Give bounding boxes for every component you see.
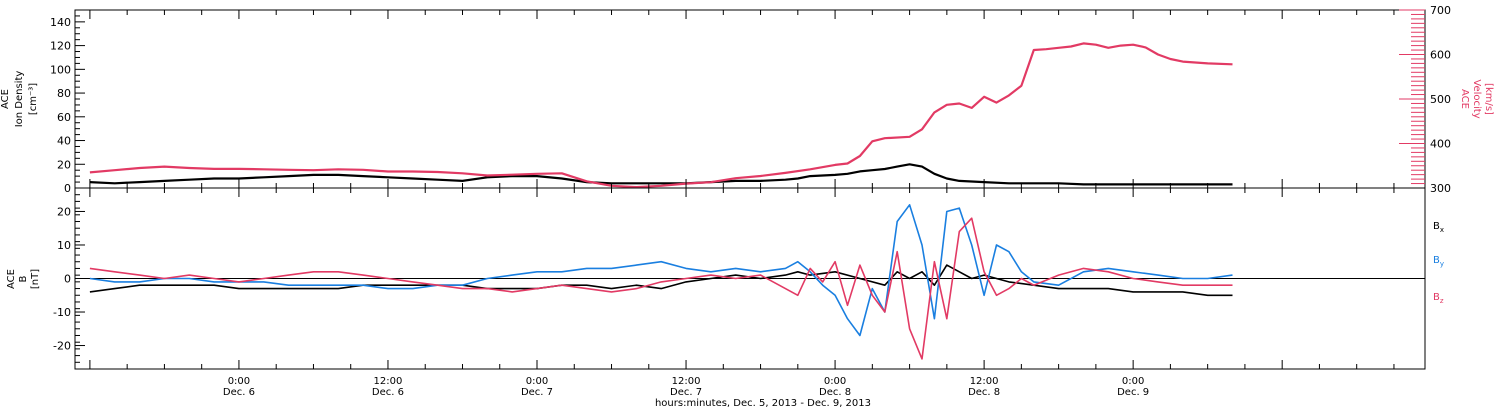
velocity-tick-label: 300 — [1430, 182, 1451, 195]
density-tick-label: 140 — [50, 16, 71, 29]
bx-series-line — [89, 264, 1233, 297]
date-tick-label: Dec. 8 — [968, 387, 1000, 398]
b-tick-label: -10 — [53, 306, 71, 319]
velocity-axis-label-line1: ACE — [1459, 89, 1470, 109]
density-axis: 0 20 40 60 80 100 120 140 — [50, 9, 85, 195]
density-axis-label-line2: Ion Density — [14, 71, 25, 128]
b-axis-label-line3: [nT] — [30, 269, 41, 289]
time-tick-label: 0:00 — [526, 376, 548, 387]
time-axis-caption: hours:minutes, Dec. 5, 2013 - Dec. 9, 20… — [655, 398, 871, 409]
velocity-series-line — [89, 42, 1233, 189]
legend: Bx By Bz — [1433, 221, 1444, 305]
b-tick-label: 10 — [57, 239, 71, 252]
time-tick-label: 12:00 — [672, 376, 701, 387]
date-tick-label: Dec. 9 — [1117, 387, 1149, 398]
velocity-axis: 300 400 500 600 700 — [1399, 4, 1451, 195]
velocity-tick-label: 700 — [1430, 4, 1451, 17]
time-tick-label: 0:00 — [824, 376, 846, 387]
density-velocity-panel: 0 20 40 60 80 100 120 140 300 400 500 600 700 ACE I… — [0, 4, 1494, 195]
density-tick-label: 60 — [57, 111, 71, 124]
density-tick-label: 0 — [64, 182, 71, 195]
density-axis-label-line3: [cm⁻³] — [28, 83, 39, 115]
legend-bz-sub: z — [1440, 297, 1444, 305]
legend-by-name: B — [1433, 255, 1440, 266]
legend-bx: Bx — [1433, 221, 1444, 234]
legend-by: By — [1433, 255, 1444, 268]
density-velocity-data — [89, 42, 1233, 189]
legend-bx-name: B — [1433, 221, 1440, 232]
density-series-line — [89, 163, 1233, 186]
date-tick-label: Dec. 6 — [372, 387, 404, 398]
b-tick-label: -20 — [53, 340, 71, 353]
b-axis-label-line1: ACE — [6, 269, 17, 289]
date-tick-label: Dec. 6 — [223, 387, 255, 398]
legend-bx-sub: x — [1440, 226, 1444, 234]
magnetic-field-data — [89, 204, 1233, 360]
b-tick-label: 0 — [64, 273, 71, 286]
density-tick-label: 80 — [57, 87, 71, 100]
density-tick-label: 100 — [50, 63, 71, 76]
density-tick-label: 40 — [57, 135, 71, 148]
bz-series-line — [89, 217, 1233, 360]
b-tick-label: 20 — [57, 205, 71, 218]
magnetic-field-panel: -20 -10 0 10 20 ACE B [nT] Bx By Bz — [6, 187, 1444, 370]
velocity-tick-label: 500 — [1430, 93, 1451, 106]
velocity-axis-label-line3: [km/s] — [1483, 83, 1494, 115]
density-tick-label: 20 — [57, 158, 71, 171]
by-series-line — [89, 204, 1233, 337]
legend-bz-name: B — [1433, 292, 1440, 303]
time-tick-label: 12:00 — [970, 376, 999, 387]
velocity-tick-label: 400 — [1430, 138, 1451, 151]
date-tick-label: Dec. 8 — [819, 387, 851, 398]
b-axis: -20 -10 0 10 20 — [53, 194, 85, 363]
legend-bz: Bz — [1433, 292, 1444, 305]
b-axis-label-line2: B — [18, 275, 29, 282]
velocity-axis-label-line2: Velocity — [1471, 79, 1482, 118]
density-axis-label-line1: ACE — [0, 89, 11, 109]
density-velocity-frame — [74, 9, 1426, 189]
velocity-tick-label: 600 — [1430, 49, 1451, 62]
time-tick-label: 12:00 — [374, 376, 403, 387]
legend-by-sub: y — [1440, 260, 1444, 268]
time-tick-label: 0:00 — [1122, 376, 1144, 387]
date-tick-label: Dec. 7 — [521, 387, 553, 398]
density-tick-label: 120 — [50, 40, 71, 53]
date-tick-label: Dec. 7 — [670, 387, 702, 398]
time-tick-label: 0:00 — [228, 376, 250, 387]
